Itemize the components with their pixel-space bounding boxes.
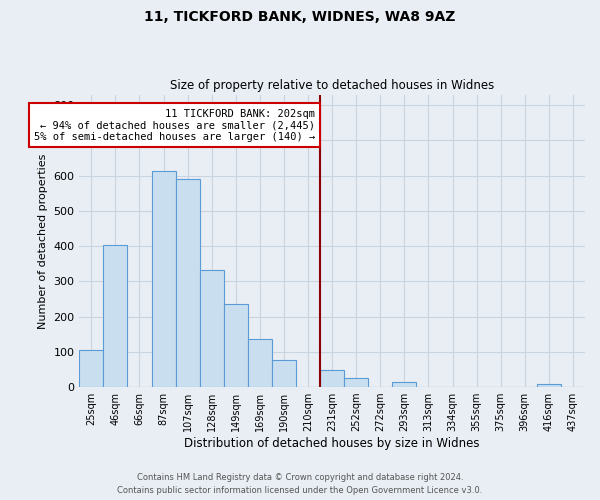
Text: Contains HM Land Registry data © Crown copyright and database right 2024.
Contai: Contains HM Land Registry data © Crown c… [118, 474, 482, 495]
Bar [151, 170, 176, 387]
Bar [320, 370, 344, 387]
Bar [392, 382, 416, 387]
X-axis label: Distribution of detached houses by size in Widnes: Distribution of detached houses by size … [184, 437, 480, 450]
Text: 11, TICKFORD BANK, WIDNES, WA8 9AZ: 11, TICKFORD BANK, WIDNES, WA8 9AZ [145, 10, 455, 24]
Bar [103, 245, 127, 387]
Bar [537, 384, 561, 387]
Text: 11 TICKFORD BANK: 202sqm
← 94% of detached houses are smaller (2,445)
5% of semi: 11 TICKFORD BANK: 202sqm ← 94% of detach… [34, 108, 315, 142]
Bar [79, 350, 103, 387]
Title: Size of property relative to detached houses in Widnes: Size of property relative to detached ho… [170, 79, 494, 92]
Bar [272, 360, 296, 387]
Bar [224, 304, 248, 387]
Y-axis label: Number of detached properties: Number of detached properties [38, 153, 48, 328]
Bar [344, 378, 368, 387]
Bar [248, 339, 272, 387]
Bar [200, 270, 224, 387]
Bar [176, 179, 200, 387]
